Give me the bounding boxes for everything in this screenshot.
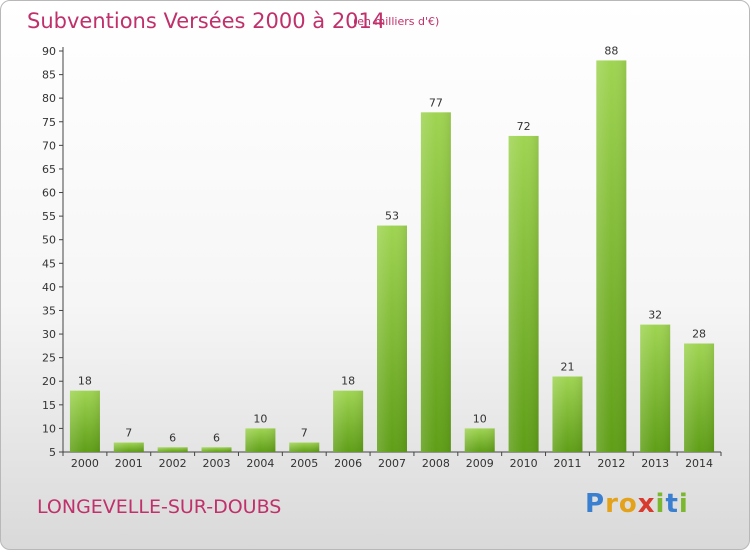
bar-value-label: 18	[78, 375, 92, 388]
x-tick-label: 2013	[641, 457, 669, 470]
x-tick-label: 2006	[334, 457, 362, 470]
bar-shine	[552, 376, 583, 452]
bar-shine	[508, 135, 539, 452]
axes: 5 10 15 20 25 30 35 40 45 50 55 60 65 70 75 80 85 90 2000 2…	[42, 45, 722, 470]
bar-value-label: 32	[648, 309, 662, 322]
bar-shine	[245, 428, 276, 452]
bars: 18 7 6 6 10 7 18 53 77 10 72 21 88 32 28	[69, 44, 715, 453]
x-tick-label: 2011	[553, 457, 581, 470]
bar-value-label: 72	[517, 120, 531, 133]
bar-shine	[464, 428, 495, 452]
bar-shine	[113, 442, 144, 452]
logo-letter: P	[585, 489, 606, 519]
logo-letter: i	[678, 489, 689, 519]
bar-value-label: 28	[692, 327, 706, 340]
y-tick-label: 25	[42, 352, 56, 365]
y-tick-label: 5	[49, 446, 56, 459]
logo-letter: r	[605, 489, 619, 519]
y-tick-label: 80	[42, 92, 56, 105]
bar-shine	[157, 447, 188, 452]
chart-title: Subventions Versées 2000 à 2014	[27, 9, 386, 33]
x-tick-label: 2014	[685, 457, 713, 470]
bar-shine	[201, 447, 232, 452]
bar-shine	[640, 324, 671, 452]
bar-shine	[69, 390, 100, 452]
x-tick-label: 2000	[71, 457, 99, 470]
x-tick-label: 2007	[378, 457, 406, 470]
x-tick-label: 2005	[290, 457, 318, 470]
y-tick-label: 70	[42, 139, 56, 152]
y-tick-label: 85	[42, 69, 56, 82]
bar-value-label: 18	[341, 375, 355, 388]
x-tick-label: 2003	[203, 457, 231, 470]
bar-value-label: 7	[125, 427, 132, 440]
y-tick-label: 50	[42, 234, 56, 247]
bar-value-label: 6	[169, 431, 176, 444]
bar-shine	[333, 390, 364, 452]
bar-shine	[377, 225, 407, 452]
x-tick-label: 2012	[597, 457, 625, 470]
logo-letter: t	[665, 489, 679, 519]
x-tick-label: 2008	[422, 457, 450, 470]
bar-shine	[289, 442, 320, 452]
bar-value-label: 77	[429, 96, 443, 109]
x-tick-label: 2010	[510, 457, 538, 470]
logo-letter: i	[655, 489, 666, 519]
y-tick-label: 90	[42, 45, 56, 58]
bar-value-label: 53	[385, 210, 399, 223]
commune-name: LONGEVELLE-SUR-DOUBS	[37, 496, 282, 518]
x-tick-label: 2002	[159, 457, 187, 470]
logo-letter: o	[618, 489, 638, 519]
chart-subtitle: (en milliers d'€)	[353, 15, 440, 28]
x-tick-label: 2001	[115, 457, 143, 470]
bar-shine	[596, 60, 627, 452]
y-tick-label: 30	[42, 328, 56, 341]
bar-value-label: 21	[560, 361, 574, 374]
bar-shine	[684, 343, 715, 452]
y-tick-label: 45	[42, 257, 56, 270]
bar-value-label: 6	[213, 431, 220, 444]
y-tick-label: 60	[42, 187, 56, 200]
y-tick-label: 35	[42, 304, 56, 317]
bar-value-label: 10	[473, 412, 487, 425]
proxiti-logo: Proxiti	[585, 489, 689, 519]
bar-value-label: 10	[253, 412, 267, 425]
bar-value-label: 88	[604, 44, 618, 57]
y-tick-label: 15	[42, 399, 56, 412]
bar-shine	[420, 112, 451, 453]
bar-value-label: 7	[301, 427, 308, 440]
y-tick-label: 75	[42, 116, 56, 129]
y-tick-label: 65	[42, 163, 56, 176]
y-tick-label: 10	[42, 422, 56, 435]
y-tick-label: 20	[42, 375, 56, 388]
x-tick-label: 2009	[466, 457, 494, 470]
y-tick-label: 55	[42, 210, 56, 223]
x-tick-label: 2004	[246, 457, 274, 470]
logo-letter: x	[637, 489, 656, 519]
y-tick-label: 40	[42, 281, 56, 294]
